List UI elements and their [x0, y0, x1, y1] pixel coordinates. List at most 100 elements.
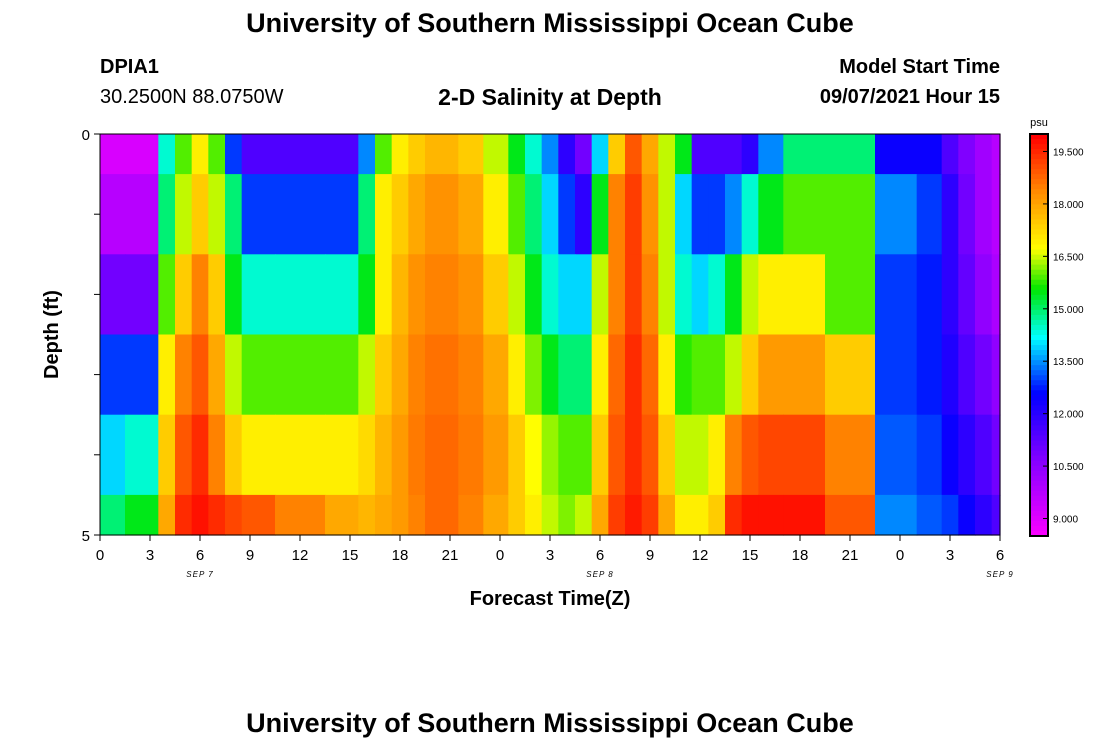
heatmap-cell — [958, 494, 976, 536]
colorbar-segment — [1030, 164, 1048, 170]
colorbar-unit: psu — [1030, 117, 1048, 129]
heatmap-cell — [625, 414, 643, 496]
colorbar-segment — [1030, 365, 1048, 371]
heatmap-cell — [541, 494, 559, 536]
colorbar-frame — [1029, 133, 1049, 537]
heatmap-cell — [741, 134, 759, 175]
heatmap-cell — [758, 254, 784, 336]
colorbar-tick-label: 19.500 — [1053, 147, 1084, 158]
heatmap-cell — [375, 174, 393, 255]
heatmap-cell — [641, 494, 659, 536]
heatmap-cell — [158, 334, 176, 416]
heatmap-cell — [241, 134, 276, 175]
x-tick-label: 12 — [292, 547, 309, 564]
heatmap-cell — [575, 134, 593, 175]
colorbar-segment — [1030, 515, 1048, 522]
heatmap-cell — [558, 254, 576, 336]
heatmap-cell — [225, 174, 243, 255]
heatmap-cell — [483, 334, 509, 416]
heatmap-cell — [391, 334, 409, 416]
heatmap-cell — [691, 134, 709, 175]
x-tick-label: 3 — [946, 547, 954, 564]
heatmap-cell — [441, 494, 459, 536]
heatmap-cell — [975, 134, 993, 175]
heatmap-cell — [225, 494, 243, 536]
colorbar-segment — [1030, 525, 1048, 532]
heatmap-cell — [691, 414, 709, 496]
colorbar-segment — [1030, 470, 1048, 477]
heatmap-cell — [991, 414, 1001, 496]
heatmap-cell — [191, 134, 209, 175]
heatmap-cell — [916, 494, 943, 536]
heatmap-cell — [591, 414, 609, 496]
heatmap-cell — [741, 254, 759, 336]
colorbar-segment — [1030, 289, 1048, 296]
heatmap-cell — [658, 494, 676, 536]
heatmap-cell — [125, 414, 159, 496]
heatmap-cell — [225, 334, 243, 416]
heatmap-cell — [441, 414, 459, 496]
heatmap-cell — [591, 254, 609, 336]
heatmap-cell — [758, 494, 784, 536]
colorbar-segment — [1030, 324, 1048, 331]
heatmap-cell — [916, 414, 943, 496]
heatmap-cell — [691, 334, 709, 416]
heatmap-cell — [658, 414, 676, 496]
heatmap-cell — [958, 334, 976, 416]
heatmap-cell — [158, 134, 176, 175]
x-tick-label: 12 — [692, 547, 709, 564]
heatmap-cell — [708, 494, 726, 536]
heatmap-cell — [425, 174, 443, 255]
heatmap-cell — [691, 494, 709, 536]
heatmap-cell — [991, 174, 1001, 255]
colorbar-segment — [1030, 229, 1048, 236]
heatmap-cell — [641, 174, 659, 255]
heatmap-cell — [408, 494, 426, 536]
heatmap-cell — [825, 254, 876, 336]
heatmap-cell — [225, 414, 243, 496]
x-tick-label: 21 — [842, 547, 859, 564]
colorbar-segment — [1030, 184, 1048, 190]
heatmap-cell — [725, 334, 743, 416]
heatmap-cell — [425, 334, 443, 416]
colorbar-segment — [1030, 385, 1048, 391]
heatmap-cell — [408, 254, 426, 336]
colorbar-segment — [1030, 435, 1048, 442]
heatmap-cell — [508, 494, 526, 536]
colorbar-segment — [1030, 450, 1048, 457]
heatmap-cell — [225, 134, 243, 175]
heatmap-cell — [391, 494, 409, 536]
heatmap-cell — [541, 174, 559, 255]
heatmap-cell — [208, 254, 226, 336]
heatmap-cell — [558, 174, 576, 255]
colorbar-segment — [1030, 395, 1048, 401]
colorbar-segment — [1030, 239, 1048, 246]
colorbar-segment — [1030, 219, 1048, 226]
heatmap-cell — [375, 254, 393, 336]
colorbar-segment — [1030, 490, 1048, 497]
heatmap-cell — [325, 254, 359, 336]
heatmap-cell — [191, 334, 209, 416]
heatmap-cell — [483, 494, 509, 536]
colorbar-segment — [1030, 455, 1048, 462]
heatmap-cell — [441, 174, 459, 255]
heatmap-cell — [625, 334, 643, 416]
colorbar-segment — [1030, 375, 1048, 381]
heatmap-cell — [975, 334, 993, 416]
heatmap-cell — [641, 414, 659, 496]
heatmap-cell — [100, 254, 126, 336]
heatmap-cell — [725, 174, 743, 255]
heatmap-cell — [641, 334, 659, 416]
heatmap-cell — [241, 254, 276, 336]
x-tick-label: 3 — [546, 547, 554, 564]
heatmap-cell — [875, 174, 918, 255]
chart-title: 2-D Salinity at Depth — [438, 84, 662, 110]
y-axis-label: Depth (ft) — [41, 290, 63, 379]
heatmap-cell — [875, 254, 918, 336]
station-id: DPIA1 — [100, 56, 159, 78]
heatmap-cell — [375, 494, 393, 536]
heatmap-cell — [525, 134, 543, 175]
colorbar-segment — [1030, 495, 1048, 502]
heatmap-cell — [975, 174, 993, 255]
heatmap-cell — [975, 414, 993, 496]
